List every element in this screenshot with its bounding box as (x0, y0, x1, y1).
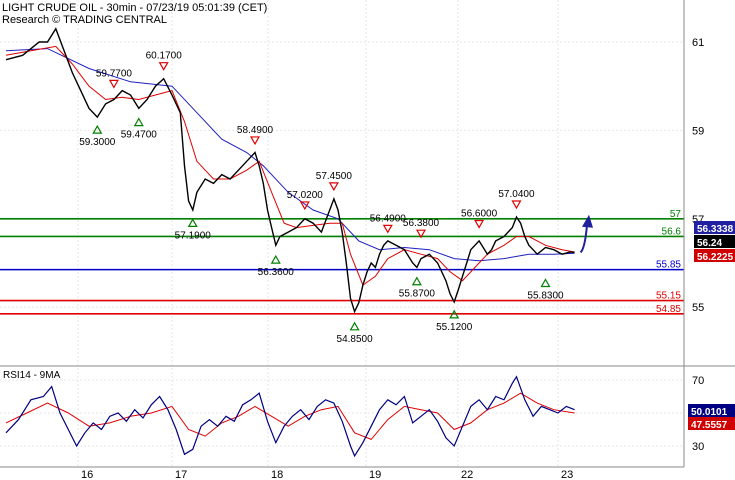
rsi-value-box (688, 404, 735, 417)
swing-high-label: 60.1700 (146, 51, 183, 62)
projection-arrow-head (582, 214, 593, 228)
x-tick-label: 19 (369, 469, 381, 480)
swing-high-label: 56.3800 (403, 218, 440, 229)
ma-slow-line (5, 48, 575, 262)
swing-high-label: 59.7700 (96, 68, 133, 79)
x-tick-label: 17 (175, 469, 187, 480)
ma-fast-line (5, 45, 575, 286)
swing-low-marker (270, 254, 281, 264)
y-tick-label: 61 (692, 37, 704, 49)
x-tick-label: 16 (81, 469, 93, 480)
y-tick-label: 59 (692, 125, 704, 137)
price-value-box (694, 221, 735, 234)
rsi-line (5, 375, 575, 458)
level-label: 55.15 (656, 291, 681, 302)
projection-arrow-line (579, 224, 588, 254)
rsi-tick-label: 70 (692, 375, 704, 387)
chart-subtitle: Research © TRADING CENTRAL (2, 14, 167, 26)
rsi-value-label: 47.5557 (691, 420, 728, 431)
price-value-box (694, 235, 735, 248)
swing-high-marker (415, 229, 427, 239)
price-value-label: 56.24 (697, 238, 722, 249)
swing-high-marker (249, 136, 261, 146)
x-tick-label: 23 (561, 469, 573, 480)
swing-low-label: 57.1900 (175, 230, 212, 241)
swing-high-marker (382, 224, 393, 234)
swing-low-marker (411, 276, 422, 286)
rsi-tick-label: 30 (692, 441, 704, 453)
level-label: 55.85 (656, 260, 681, 271)
swing-low-label: 55.1200 (436, 322, 473, 333)
x-tick-label: 22 (461, 469, 473, 480)
rsi-value-box (688, 417, 735, 430)
swing-high-marker (299, 201, 310, 211)
swing-high-marker (158, 62, 169, 71)
swing-low-label: 59.4700 (121, 130, 158, 141)
swing-markers: 60.1700 59.7700 59.3000 59.4700 58.4900 57.19… (79, 51, 564, 345)
x-tick-label: 18 (271, 469, 283, 480)
swing-low-label: 55.8300 (527, 291, 564, 302)
chart-title: LIGHT CRUDE OIL - 30min - 07/23/19 05:01… (2, 2, 267, 14)
y-tick-label: 55 (692, 302, 704, 314)
swing-low-marker (449, 309, 460, 319)
swing-low-marker (133, 117, 144, 127)
swing-high-label: 58.4900 (237, 125, 274, 136)
level-label: 54.85 (656, 304, 681, 315)
price-series (5, 27, 593, 458)
axes (0, 0, 735, 468)
swing-low-label: 56.3600 (258, 267, 295, 278)
price-value-label: 56.3338 (697, 224, 734, 235)
rsi-panel-title: RSI14 - 9MA (3, 370, 61, 381)
swing-low-marker (540, 278, 551, 288)
level-label: 56.6 (662, 226, 682, 237)
swing-low-label: 59.3000 (79, 137, 116, 148)
swing-high-marker (328, 182, 339, 192)
swing-low-marker (92, 124, 103, 134)
swing-high-marker (108, 79, 119, 89)
price-value-label: 56.2225 (697, 252, 734, 263)
swing-high-label: 57.4500 (316, 171, 353, 182)
swing-high-label: 56.4900 (370, 213, 407, 224)
swing-high-label: 56.6000 (461, 208, 498, 219)
rsi-value-label: 50.0101 (691, 407, 728, 418)
level-label: 57 (670, 209, 682, 220)
swing-low-marker (349, 321, 360, 331)
swing-low-label: 54.8500 (337, 334, 374, 345)
swing-high-marker (474, 219, 485, 229)
swing-low-marker (187, 218, 198, 228)
swing-low-label: 55.8700 (399, 289, 436, 300)
swing-high-marker (511, 200, 522, 210)
price-line (5, 27, 575, 314)
price-value-box (694, 249, 735, 262)
swing-high-label: 57.0400 (498, 189, 535, 200)
rsi-ma-line (5, 392, 575, 440)
support-resistance-lines: 57 56.6 55.85 55.15 54.85 (0, 209, 684, 315)
axis-labels: 16 17 18 19 22 23 61 59 57 55 56.3338 56.24 56.2225 7… (81, 37, 735, 480)
swing-high-label: 57.0200 (287, 190, 324, 201)
